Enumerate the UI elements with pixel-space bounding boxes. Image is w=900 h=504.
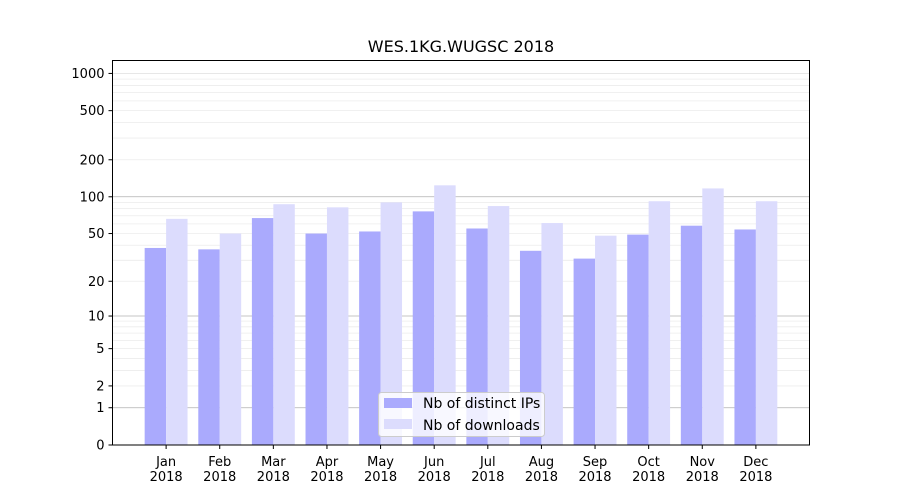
bar-ips-0 — [144, 247, 167, 445]
bar-ips-6 — [466, 228, 488, 445]
bar-downloads-9 — [648, 201, 671, 445]
bar-ips-10 — [680, 225, 703, 445]
legend: Nb of distinct IPs Nb of downloads — [378, 392, 545, 437]
legend-swatch-ips — [384, 398, 412, 408]
x-tick-label: Jul 2018 — [471, 455, 504, 485]
legend-label-ips: Nb of distinct IPs — [423, 396, 540, 412]
y-axis: 0 1 2 5 10 20 50 100 200 500 1000 — [71, 67, 113, 454]
x-tick-label: Aug 2018 — [525, 455, 558, 485]
x-tick-label: Sep 2018 — [578, 455, 611, 485]
legend-frame — [378, 392, 545, 437]
bar-downloads-3 — [326, 207, 349, 445]
bar-downloads-2 — [273, 204, 295, 445]
legend-swatch-downloads — [384, 419, 412, 429]
y-tick-label: 100 — [80, 190, 105, 205]
chart-title: WES.1KG.WUGSC 2018 — [368, 37, 554, 56]
x-tick-label: Oct 2018 — [632, 455, 665, 485]
x-tick-label: Jun 2018 — [418, 455, 451, 485]
bar-ips-1 — [198, 249, 220, 445]
bar-ips-9 — [627, 234, 649, 445]
bar-ips-2 — [251, 218, 274, 445]
bar-downloads-0 — [166, 218, 188, 445]
x-tick-label: Mar 2018 — [257, 455, 290, 485]
y-tick-label: 1 — [96, 401, 104, 416]
bar-ips-3 — [305, 233, 327, 445]
y-tick-label: 20 — [88, 275, 105, 290]
bar-downloads-4 — [380, 202, 403, 445]
y-tick-label: 10 — [88, 310, 105, 325]
bar-downloads-8 — [595, 235, 617, 445]
bar-downloads-10 — [702, 188, 724, 445]
bar-downloads-7 — [541, 223, 563, 445]
bar-ips-11 — [734, 229, 756, 445]
bar-downloads-5 — [434, 185, 456, 445]
x-tick-label: Nov 2018 — [686, 455, 719, 485]
bar-downloads-11 — [755, 201, 778, 445]
y-tick-label: 500 — [80, 104, 105, 119]
bar-downloads-6 — [487, 206, 510, 445]
y-tick-label: 200 — [80, 153, 105, 168]
bar-ips-8 — [573, 258, 596, 445]
plot-frame — [112, 60, 810, 446]
y-tick-label: 5 — [96, 342, 104, 357]
x-tick-label: Feb 2018 — [203, 455, 236, 485]
x-tick-label: Jan 2018 — [150, 455, 183, 485]
y-tick-label: 50 — [88, 227, 105, 242]
x-tick-label: May 2018 — [364, 455, 397, 485]
x-tick-label: Apr 2018 — [310, 455, 343, 485]
bar-downloads-1 — [219, 233, 242, 445]
bar-ips-4 — [359, 231, 381, 445]
y-tick-label: 2 — [96, 379, 104, 394]
y-tick-label: 1000 — [71, 67, 104, 82]
legend-label-downloads: Nb of downloads — [423, 418, 540, 434]
bar-ips-5 — [412, 211, 435, 445]
x-axis: Jan 2018 Feb 2018 Mar 2018 Apr 2018 May 2018 Jun 20… — [150, 445, 772, 485]
x-tick-label: Dec 2018 — [739, 455, 772, 485]
bars — [144, 185, 778, 445]
y-tick-label: 0 — [96, 439, 104, 454]
